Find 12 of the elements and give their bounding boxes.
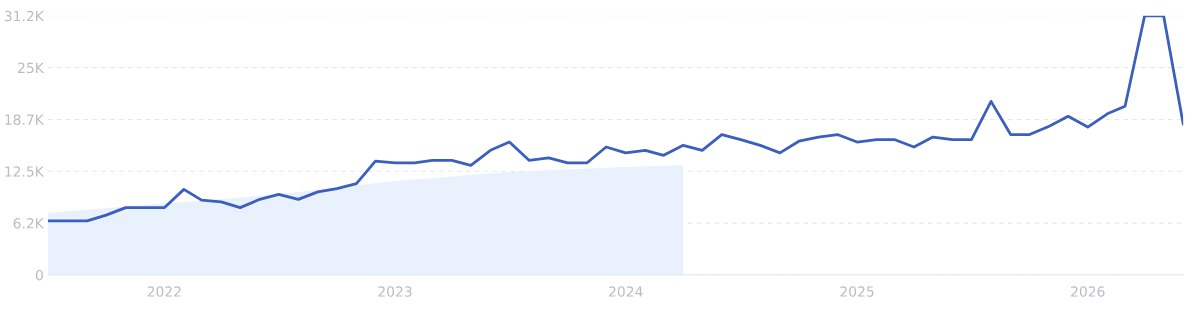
y-tick-label: 31.2K bbox=[4, 10, 45, 22]
line-series bbox=[48, 15, 1184, 223]
y-tick-label: 0 bbox=[35, 269, 43, 281]
y-tick-label: 6.2K bbox=[13, 218, 45, 229]
y-tick-label: 12.5K bbox=[5, 166, 45, 177]
x-tick-label: 2024 bbox=[609, 286, 643, 297]
x-tick-label: 2022 bbox=[147, 286, 181, 297]
x-tick-label: 2023 bbox=[378, 286, 412, 297]
x-tick-label: 2026 bbox=[1071, 286, 1105, 297]
y-tick-label: 18.7K bbox=[5, 114, 45, 125]
y-tick-label: 25K bbox=[18, 62, 45, 74]
x-tick-label: 2025 bbox=[840, 286, 874, 297]
